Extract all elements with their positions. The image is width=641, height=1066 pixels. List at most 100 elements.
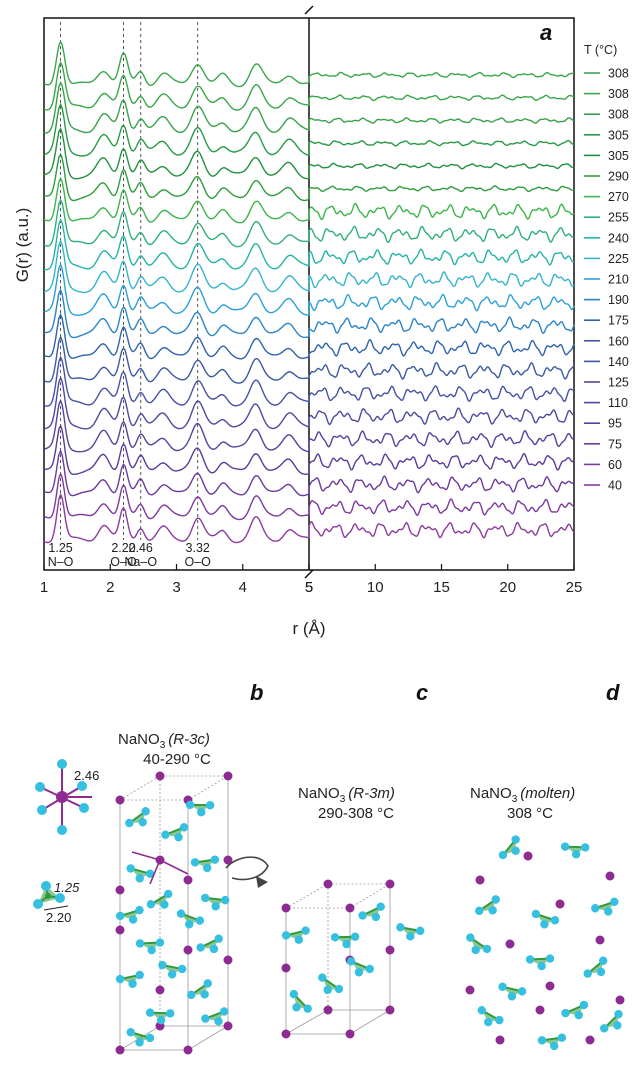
- formula-c: NaNO: [298, 785, 340, 802]
- nitrate-group: [498, 982, 527, 1001]
- atom: [415, 926, 425, 936]
- atom: [303, 1004, 312, 1013]
- atom: [223, 1021, 233, 1031]
- atom: [219, 1007, 229, 1016]
- nitrate-group: [190, 855, 220, 873]
- atom: [475, 875, 485, 885]
- atom: [183, 945, 193, 955]
- atom: [183, 1045, 193, 1055]
- atom: [385, 945, 395, 955]
- atom: [488, 906, 497, 915]
- atom: [604, 907, 613, 916]
- atom: [323, 879, 333, 889]
- x-tick-label: 5: [305, 579, 313, 596]
- x-tick-label: 25: [566, 579, 583, 596]
- no3-unit: 1.25 2.20: [33, 880, 80, 925]
- atom: [615, 995, 625, 1005]
- nitrate-group: [583, 956, 608, 978]
- atom: [223, 771, 233, 781]
- peak-value-label: 1.25: [48, 541, 72, 555]
- nitrate-group: [561, 1000, 589, 1020]
- atom: [574, 1010, 583, 1020]
- atom: [147, 945, 156, 955]
- nitrate-group: [475, 895, 500, 916]
- atom: [211, 902, 220, 911]
- panel-letter-b: b: [250, 680, 263, 705]
- atom: [531, 909, 541, 919]
- peak-value-label: 3.32: [186, 541, 210, 555]
- axis-break-mark-bottom: [304, 569, 314, 579]
- legend-label: 110: [608, 396, 628, 410]
- atom: [371, 912, 381, 922]
- nitrate-group: [346, 957, 374, 977]
- atom: [126, 864, 135, 873]
- atom: [376, 902, 385, 911]
- nitrate-group: [161, 823, 189, 842]
- phase-b: (R-3c): [168, 731, 210, 748]
- legend-label: 305: [608, 149, 629, 163]
- peak-bond-label: N–O: [48, 555, 74, 569]
- legend-label: 175: [608, 314, 629, 328]
- atom: [155, 771, 165, 781]
- legend-label: 240: [608, 231, 629, 245]
- legend-label: 190: [608, 293, 629, 307]
- nitrate-group: [125, 807, 150, 828]
- atom: [128, 915, 138, 924]
- svg-text:NaNO3(molten): NaNO3 (molten): [470, 785, 575, 805]
- atom: [579, 1000, 589, 1010]
- atom: [115, 795, 125, 805]
- y-axis-title: G(r) (a.u.): [13, 208, 32, 283]
- atom: [179, 823, 189, 832]
- series-line: [43, 102, 575, 157]
- na-o-distance-label: 2.46: [74, 768, 99, 783]
- series-line: [43, 152, 575, 202]
- series-line: [43, 81, 575, 134]
- atom: [177, 964, 187, 974]
- atom: [498, 850, 508, 860]
- legend-label: 210: [608, 273, 629, 287]
- formula-d: NaNO: [470, 785, 512, 802]
- nitrate-group: [477, 1006, 504, 1027]
- atom: [115, 885, 125, 895]
- atom: [135, 939, 145, 948]
- atom: [318, 973, 327, 982]
- atom: [471, 945, 480, 955]
- nitrate-group: [146, 889, 173, 909]
- atom: [200, 990, 209, 999]
- nitrate-group: [115, 970, 144, 988]
- atom: [583, 969, 592, 978]
- atom: [115, 974, 125, 984]
- atom: [495, 1015, 504, 1025]
- atom: [507, 992, 517, 1001]
- atom: [294, 935, 304, 944]
- atom: [598, 956, 608, 965]
- nitrate-group: [185, 800, 215, 817]
- atom: [145, 1008, 155, 1017]
- atom: [223, 855, 233, 865]
- atom: [342, 939, 351, 949]
- atom: [174, 833, 183, 842]
- atom: [334, 984, 344, 994]
- atom: [201, 1014, 210, 1023]
- atom: [535, 1005, 545, 1015]
- atom: [561, 1008, 570, 1018]
- series-line: [43, 218, 575, 271]
- atom: [155, 938, 165, 947]
- legend-label: 308: [608, 108, 629, 122]
- legend-label: 125: [608, 376, 629, 390]
- atom: [385, 879, 395, 889]
- chart-a: a G(r) (a.u.) r (Å) T (°C) 1 2 3 4 5 5 10 15 20…: [13, 5, 629, 638]
- atom: [540, 920, 549, 929]
- atom: [203, 863, 212, 873]
- atom: [155, 985, 165, 995]
- atom: [517, 987, 527, 996]
- atom: [495, 1035, 505, 1045]
- x-tick-label: 10: [367, 579, 384, 596]
- legend-label: 255: [608, 211, 629, 225]
- x-ticks-left: 1 2 3 4 5: [40, 564, 313, 596]
- legend: 308 308 308 305 305 290 270 255 240 225 210 190 175 1…: [584, 67, 629, 493]
- legend-label: 270: [608, 190, 629, 204]
- series-line: [43, 398, 575, 453]
